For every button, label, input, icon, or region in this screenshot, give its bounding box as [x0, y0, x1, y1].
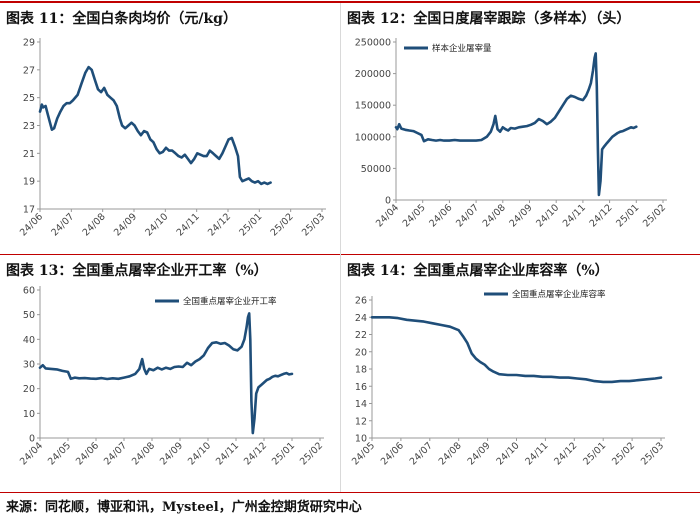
- x-tick-label: 24/05: [401, 202, 428, 229]
- x-tick-label: 24/12: [552, 440, 579, 467]
- x-tick-label: 24/07: [49, 211, 76, 238]
- chart-panel-daily-slaughter: 图表 12：全国日度屠宰跟踪（多样本）（头） 0 50000 100000 15000…: [341, 3, 700, 254]
- y-tick-label: 10: [23, 409, 35, 420]
- x-tick-label: 24/09: [507, 202, 534, 229]
- x-tick-label: 25/01: [237, 211, 264, 238]
- x-tick-label: 24/07: [454, 202, 481, 229]
- legend-label: 样本企业屠宰量: [432, 43, 492, 54]
- y-tick-label: 18: [355, 365, 367, 376]
- y-tick-label: 22: [355, 330, 367, 341]
- x-tick-label: 25/01: [581, 440, 608, 467]
- chart-title: 图表 12：全国日度屠宰跟踪（多样本）（头）: [347, 11, 631, 27]
- x-tick-label: 24/11: [523, 440, 550, 467]
- y-tick-label: 200000: [355, 69, 391, 80]
- series-line: [394, 52, 638, 197]
- x-tick-label: 24/12: [588, 202, 615, 229]
- y-tick-label: 21: [23, 149, 35, 160]
- top-rule: [0, 1, 700, 3]
- middle-rule: [0, 254, 700, 255]
- y-tick-label: 27: [23, 65, 35, 76]
- y-tick-label: 0: [385, 196, 391, 207]
- chart-panel-storage-rate: 图表 14：全国重点屠宰企业库容率（%） 10 12 14 16 18 20 22 24 26 2…: [341, 255, 700, 492]
- x-tick-label: 24/09: [158, 440, 185, 467]
- y-tick-label: 150000: [355, 101, 391, 112]
- x-tick-label: 24/08: [130, 440, 157, 467]
- x-tick-label: 25/01: [270, 440, 297, 467]
- x-tick-label: 24/08: [437, 440, 464, 467]
- legend-label: 全国重点屠宰企业库容率: [512, 289, 606, 300]
- x-tick-label: 24/10: [494, 440, 521, 467]
- y-tick-label: 23: [23, 121, 35, 132]
- x-tick-label: 24/07: [102, 440, 129, 467]
- y-tick-label: 50: [23, 310, 35, 321]
- y-tick-label: 50000: [361, 164, 391, 175]
- y-tick-label: 30: [23, 360, 35, 371]
- x-tick-label: 25/03: [639, 440, 666, 467]
- y-tick-label: 10: [355, 434, 367, 445]
- column-divider: [340, 3, 341, 492]
- x-tick-label: 24/05: [46, 440, 73, 467]
- x-tick-label: 24/07: [408, 440, 435, 467]
- x-tick-label: 24/06: [379, 440, 406, 467]
- chart-title: 图表 14：全国重点屠宰企业库容率（%）: [347, 263, 609, 279]
- y-tick-label: 24: [355, 313, 367, 324]
- y-tick-label: 20: [23, 384, 35, 395]
- y-tick-label: 20: [355, 347, 367, 358]
- y-tick-label: 12: [355, 416, 367, 427]
- x-tick-label: 24/09: [466, 440, 493, 467]
- y-tick-label: 250000: [355, 38, 391, 49]
- x-tick-label: 24/12: [206, 211, 233, 238]
- y-tick-label: 25: [23, 93, 35, 104]
- y-tick-label: 100000: [355, 132, 391, 143]
- x-tick-label: 25/02: [610, 440, 637, 467]
- x-tick-label: 25/02: [298, 440, 325, 467]
- x-tick-label: 25/01: [614, 202, 641, 229]
- x-tick-label: 25/03: [300, 211, 327, 238]
- x-tick-label: 24/12: [242, 440, 269, 467]
- x-tick-label: 24/11: [561, 202, 588, 229]
- x-tick-label: 24/06: [427, 202, 454, 229]
- x-tick-label: 24/08: [481, 202, 508, 229]
- y-tick-label: 19: [23, 177, 35, 188]
- y-tick-label: 14: [355, 399, 367, 410]
- x-tick-label: 24/10: [534, 202, 561, 229]
- y-tick-label: 0: [29, 434, 35, 445]
- x-tick-label: 24/09: [112, 211, 139, 238]
- y-tick-label: 60: [23, 286, 35, 297]
- x-tick-label: 24/11: [214, 440, 241, 467]
- y-tick-label: 26: [355, 296, 367, 307]
- x-tick-label: 24/10: [186, 440, 213, 467]
- chart-title: 图表 13：全国重点屠宰企业开工率（%）: [6, 263, 268, 279]
- chart-panel-operating-rate: 图表 13：全国重点屠宰企业开工率（%） 0 10 20 30 40 50 60 24/04 2…: [0, 255, 340, 492]
- x-tick-label: 25/02: [269, 211, 296, 238]
- y-tick-label: 16: [355, 382, 367, 393]
- y-tick-label: 17: [23, 205, 35, 216]
- y-tick-label: 40: [23, 335, 35, 346]
- x-tick-label: 24/10: [143, 211, 170, 238]
- bottom-rule: [0, 492, 700, 493]
- chart-panel-pork-price: 图表 11：全国白条肉均价（元/kg） 17 19 21 23 25 27 29 24/06 2…: [0, 3, 340, 254]
- x-tick-label: 25/02: [641, 202, 668, 229]
- series-line: [38, 312, 294, 435]
- series-line: [38, 65, 272, 186]
- x-tick-label: 24/08: [81, 211, 108, 238]
- x-tick-label: 24/11: [175, 211, 202, 238]
- legend-label: 全国重点屠宰企业开工率: [183, 296, 277, 307]
- chart-title: 图表 11：全国白条肉均价（元/kg）: [6, 11, 237, 27]
- x-tick-label: 24/06: [74, 440, 101, 467]
- y-tick-label: 29: [23, 38, 35, 49]
- series-line: [370, 316, 663, 384]
- source-note: 来源：同花顺，博亚和讯，Mysteel，广州金控期货研究中心: [6, 500, 362, 515]
